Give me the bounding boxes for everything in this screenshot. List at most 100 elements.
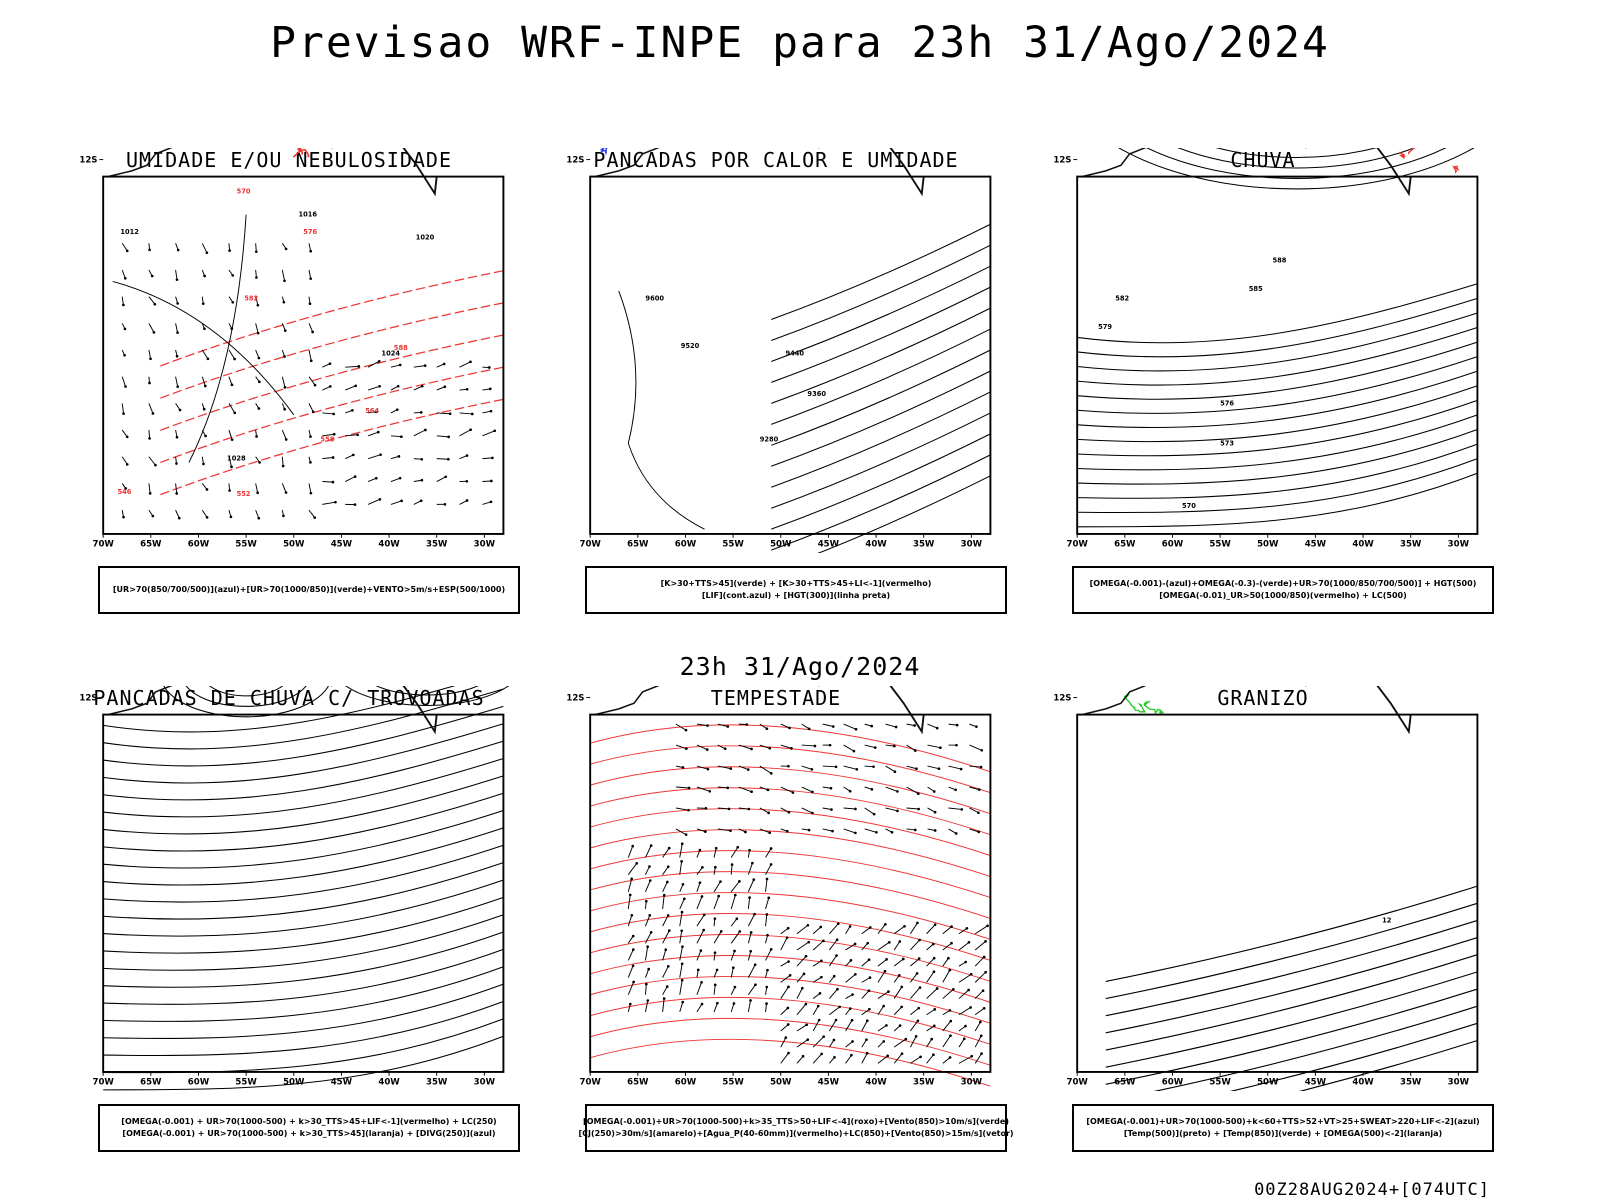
temp500-contour	[1229, 1022, 1478, 1091]
wind-vector-head	[176, 248, 180, 252]
wind-vector	[201, 243, 208, 253]
rain-contour	[1452, 165, 1460, 174]
wind-vector	[713, 895, 720, 910]
wind-vector	[893, 958, 904, 967]
wind-vector	[780, 1024, 789, 1032]
wind-vector	[367, 385, 380, 391]
lon-tick-label: 65W	[627, 1077, 649, 1087]
forecast-panel: UMIDADE E/OU NEBULOSIDADE 1012 1016 1020 102…	[54, 148, 524, 623]
wind-vector	[696, 896, 703, 910]
wind-vector	[281, 483, 287, 493]
wind-vector-head	[900, 985, 904, 989]
wind-vector-head	[176, 385, 180, 388]
wind-vector-head	[984, 940, 987, 943]
wind-vector-head	[631, 934, 635, 938]
wind-vector	[413, 500, 422, 505]
wind-vector	[644, 946, 649, 961]
wind-vector	[877, 924, 886, 935]
axes: 12S15S18S21S24S27S30S33S36S39S42S70W65W6…	[566, 693, 983, 1087]
wind-vector-head	[177, 516, 181, 520]
wind-vector-head	[203, 384, 207, 388]
wind-vector-head	[736, 845, 740, 849]
wind-vector-head	[205, 488, 209, 491]
wind-vector-head	[865, 1019, 869, 1023]
wind-vector-head	[705, 748, 709, 751]
wind-vector-head	[331, 456, 335, 459]
wind-vector-head	[465, 499, 469, 502]
wind-vector-head	[681, 883, 685, 886]
wind-vector	[796, 973, 805, 983]
wind-vector	[796, 1055, 804, 1064]
forecast-panel: CHUVA58858558257957657357012S15S18S21S24…	[1028, 148, 1498, 623]
wind-vector-head	[977, 788, 981, 791]
wind-vector-head	[328, 385, 332, 388]
wind-vector-head	[125, 249, 129, 253]
rain-contour	[1398, 151, 1407, 160]
wind-vector-head	[124, 385, 127, 388]
wind-vector	[747, 1000, 751, 1012]
wind-vector	[696, 929, 705, 944]
wind-vector-head	[378, 497, 382, 501]
hgt300-contour	[618, 290, 705, 530]
forecast-map: 9600952094409360928012S15S18S21S24S27S30…	[566, 148, 992, 553]
wind-vector-head	[802, 972, 806, 976]
contour-label: 552	[237, 490, 251, 498]
wind-vector-head	[811, 811, 814, 815]
wind-vector	[910, 1007, 920, 1016]
wind-vector-head	[201, 302, 205, 306]
wind-vector	[717, 723, 728, 727]
wind-vector-head	[765, 877, 769, 881]
wind-vector	[893, 974, 900, 983]
wind-vector-head	[202, 462, 205, 466]
contour-label: 573	[1220, 439, 1234, 447]
wind-vector-head	[788, 726, 791, 730]
legend-line: [OMEGA(-0.001)+UR>70(1000-500)+k<60+TTS>…	[1086, 1117, 1480, 1126]
wind-vector	[893, 941, 901, 951]
wind-vector-head	[699, 949, 703, 952]
wind-vector-head	[233, 411, 237, 415]
wind-vector-head	[768, 746, 772, 750]
wind-vector-head	[787, 960, 790, 963]
contour-label: 570	[1182, 502, 1196, 510]
wind-vector	[974, 1007, 985, 1016]
wind-vector-head	[752, 878, 756, 881]
wind-vector-head	[443, 385, 447, 389]
wind-vector-head	[919, 1055, 922, 1059]
wind-vector	[322, 501, 336, 505]
wind-vector	[845, 1054, 852, 1064]
wind-vector	[747, 964, 756, 978]
country-borders	[107, 686, 438, 735]
forecast-map: 58858558257957657357012S15S18S21S24S27S3…	[1053, 148, 1479, 549]
wind-vector-head	[967, 988, 970, 992]
hgt300-contour	[817, 475, 991, 553]
wind-vector-head	[964, 960, 968, 964]
wind-vector-head	[256, 303, 260, 307]
wind-vector	[796, 988, 803, 999]
wind-vector	[909, 1020, 919, 1032]
wind-vector-head	[377, 359, 381, 363]
wind-vector	[738, 786, 752, 793]
streamline	[103, 792, 504, 852]
wind-vector-head	[817, 1018, 821, 1022]
wind-vector	[864, 807, 875, 815]
wind-vector-head	[175, 462, 178, 465]
wind-vector	[627, 878, 633, 892]
wind-vector-head	[816, 1004, 820, 1008]
wind-vector-head	[882, 1004, 885, 1008]
wind-vector	[801, 786, 813, 793]
hgt300-contour	[771, 328, 991, 425]
wind-vector	[390, 477, 401, 482]
forecast-map: 1012 1016 1020 1024 1028 570 576 582 588 546 552 55…	[79, 148, 505, 549]
wind-vector	[148, 456, 156, 466]
wind-vector	[765, 878, 768, 892]
contour-label: 546	[117, 488, 131, 496]
wind-vector-head	[959, 767, 963, 771]
lon-tick-label: 30W	[961, 1077, 983, 1087]
axes: 12S15S18S21S24S27S30S33S36S39S42S70W65W6…	[79, 155, 495, 549]
wind-vector	[822, 807, 832, 810]
wind-vector-head	[820, 1052, 823, 1056]
wind-vector	[627, 1004, 631, 1013]
wind-vector-head	[915, 767, 918, 771]
wind-vector-head	[667, 929, 671, 932]
wind-vector	[969, 765, 982, 768]
